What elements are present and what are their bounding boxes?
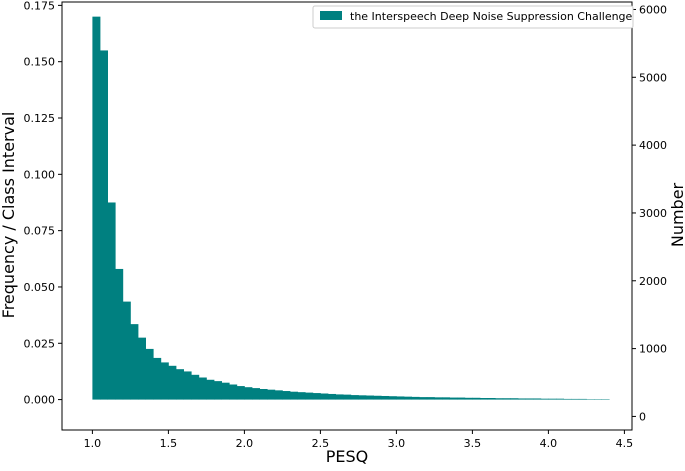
y-axis-label: Frequency / Class Interval: [0, 112, 18, 319]
histogram-bar: [320, 394, 328, 400]
histogram-bar: [260, 389, 268, 400]
histogram-bar: [343, 395, 351, 400]
histogram-bar: [115, 269, 123, 400]
histogram-bar: [290, 392, 298, 400]
histogram-bar: [275, 390, 283, 399]
right-y-tick-label: 6000: [639, 3, 667, 16]
histogram-bar: [267, 390, 275, 400]
histogram-bar: [358, 395, 366, 399]
histogram-bar: [533, 398, 541, 399]
histogram-bar: [434, 397, 442, 399]
histogram-bar: [244, 387, 252, 399]
legend-label: the Interspeech Deep Noise Suppression C…: [350, 10, 633, 23]
histogram-bar: [305, 393, 313, 400]
histogram-bar: [184, 371, 192, 399]
histogram-bar: [510, 398, 518, 399]
right-y-axis-label: Number: [668, 182, 685, 247]
y-tick-label: 0.125: [24, 112, 56, 125]
histogram-bar: [237, 386, 245, 400]
histogram-bar: [313, 393, 321, 400]
histogram-bar: [206, 380, 214, 400]
histogram-bar: [503, 398, 511, 399]
histogram-bar: [472, 398, 480, 400]
x-tick-label: 3.5: [464, 437, 482, 450]
y-tick-label: 0.025: [24, 337, 56, 350]
histogram-bar: [222, 383, 230, 400]
x-axis-label: PESQ: [326, 447, 369, 466]
histogram-bar: [389, 396, 397, 399]
histogram-bar: [328, 394, 336, 400]
histogram-bar: [336, 394, 344, 399]
histogram-bar: [564, 399, 572, 400]
histogram-bar: [427, 397, 435, 399]
histogram-bar: [495, 398, 503, 399]
y-tick-label: 0.100: [24, 168, 56, 181]
histogram-bar: [457, 398, 465, 400]
histogram-bar: [229, 385, 237, 400]
histogram-bar: [130, 324, 138, 399]
right-y-tick-label: 2000: [639, 275, 667, 288]
legend-swatch: [320, 11, 342, 20]
x-tick-label: 2.0: [236, 437, 254, 450]
histogram-bar: [176, 369, 184, 399]
histogram-bar: [252, 388, 260, 399]
histogram-bar: [100, 50, 108, 399]
histogram-bar: [556, 399, 564, 400]
histogram-bar: [92, 17, 100, 400]
histogram-bar: [298, 392, 306, 399]
y-tick-label: 0.000: [24, 394, 56, 407]
x-tick-label: 4.0: [540, 437, 558, 450]
y-tick-label: 0.150: [24, 56, 56, 69]
histogram-bar: [541, 399, 549, 400]
right-y-tick-label: 5000: [639, 71, 667, 84]
histogram-bar: [412, 397, 420, 400]
y-axis-ticks: 0.000 0.025 0.050 0.075 0.100 0.125 0.150 0.175: [24, 0, 63, 407]
histogram-bar: [480, 398, 488, 400]
histogram-bar: [419, 397, 427, 399]
histogram-bar: [191, 375, 199, 400]
histogram-bar: [146, 349, 154, 400]
histogram-bar: [465, 398, 473, 400]
histogram-bar: [123, 302, 131, 400]
histogram-bar: [153, 358, 161, 400]
histogram-bar: [579, 399, 587, 400]
histogram-bar: [374, 396, 382, 400]
histogram-bar: [526, 398, 534, 399]
bars-group: [92, 17, 609, 400]
legend: the Interspeech Deep Noise Suppression C…: [313, 6, 633, 28]
histogram-bar: [108, 202, 116, 399]
histogram-bar: [404, 397, 412, 400]
histogram-bar: [381, 396, 389, 400]
histogram-bar: [366, 396, 374, 400]
histogram-bar: [214, 381, 222, 399]
histogram-bar: [548, 399, 556, 400]
histogram-bar: [138, 338, 146, 400]
histogram-bar: [168, 366, 176, 400]
x-tick-label: 1.5: [160, 437, 178, 450]
right-y-tick-label: 0: [639, 410, 646, 423]
histogram-bar: [161, 362, 169, 399]
histogram-bar: [518, 398, 526, 399]
right-y-tick-label: 1000: [639, 343, 667, 356]
x-tick-label: 3.0: [388, 437, 406, 450]
histogram-bar: [488, 398, 496, 400]
right-y-tick-label: 3000: [639, 207, 667, 220]
histogram-bar: [571, 399, 579, 400]
histogram-bar: [450, 398, 458, 400]
x-tick-label: 1.0: [84, 437, 102, 450]
y-tick-label: 0.075: [24, 225, 56, 238]
right-y-tick-label: 4000: [639, 139, 667, 152]
histogram-bar: [442, 397, 450, 399]
x-tick-label: 4.5: [616, 437, 634, 450]
histogram-bar: [351, 395, 359, 400]
histogram-bar: [199, 378, 207, 400]
right-y-axis-ticks: 0 1000 2000 3000 4000 5000 6000: [632, 3, 667, 423]
histogram-bar: [282, 391, 290, 400]
y-tick-label: 0.175: [24, 0, 56, 12]
y-tick-label: 0.050: [24, 281, 56, 294]
histogram-bar: [396, 396, 404, 399]
